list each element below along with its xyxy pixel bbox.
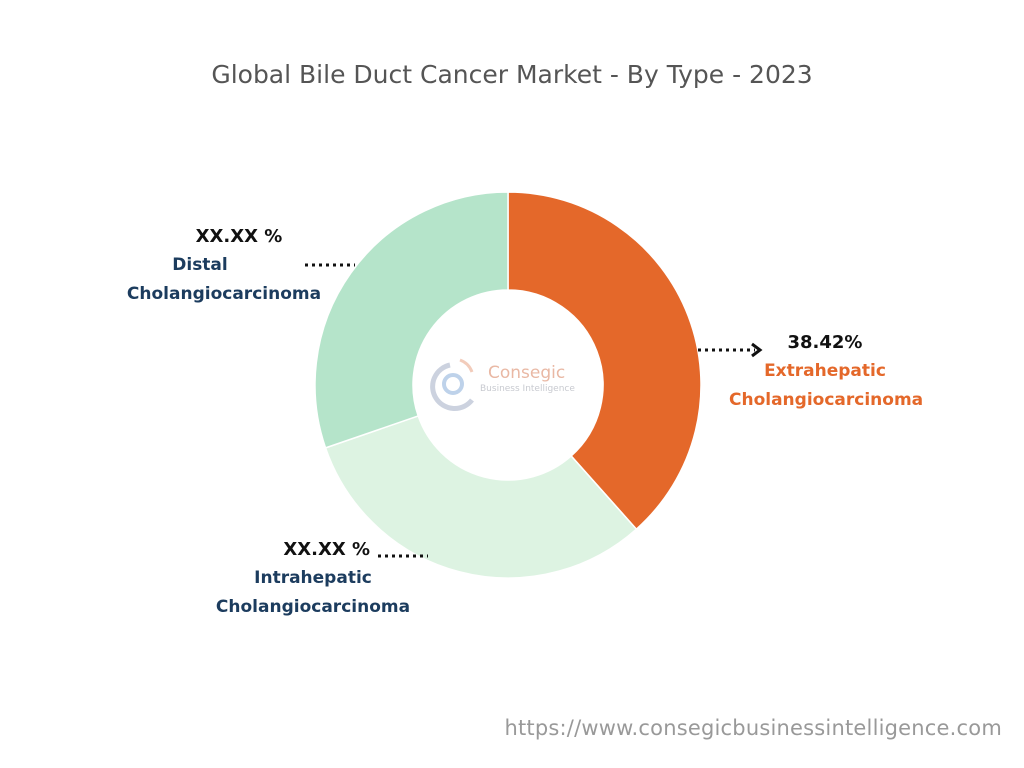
slice-intrahepatic — [324, 414, 638, 579]
label-value: XX.XX % — [195, 226, 283, 247]
logo-icon — [430, 358, 474, 411]
logo-name: Consegic — [488, 363, 566, 383]
label-line1: Extrahepatic — [764, 361, 886, 381]
label-line2: Cholangiocarcinoma — [215, 597, 411, 617]
chart-title: Global Bile Duct Cancer Market - By Type… — [211, 60, 813, 89]
footer-url[interactable]: https://www.consegicbusinessintelligence… — [504, 716, 1002, 740]
label-value: 38.42% — [787, 332, 863, 353]
slice-distal — [314, 191, 509, 449]
label-value: XX.XX % — [283, 539, 370, 560]
slice-extrahepatic — [507, 191, 702, 531]
logo-tagline: Business Intelligence — [480, 384, 575, 394]
arrow-icon — [751, 342, 763, 358]
label-line2: Cholangiocarcinoma — [729, 390, 924, 410]
label-line1: Intrahepatic — [254, 568, 372, 588]
label-line1: Distal — [172, 255, 228, 275]
label-line2: Cholangiocarcinoma — [126, 284, 322, 304]
label-distal: XX.XX % Distal Cholangiocarcinoma — [124, 222, 324, 309]
label-intrahepatic: XX.XX % Intrahepatic Cholangiocarcinoma — [210, 535, 416, 622]
label-extrahepatic: 38.42% Extrahepatic Cholangiocarcinoma — [729, 328, 924, 415]
